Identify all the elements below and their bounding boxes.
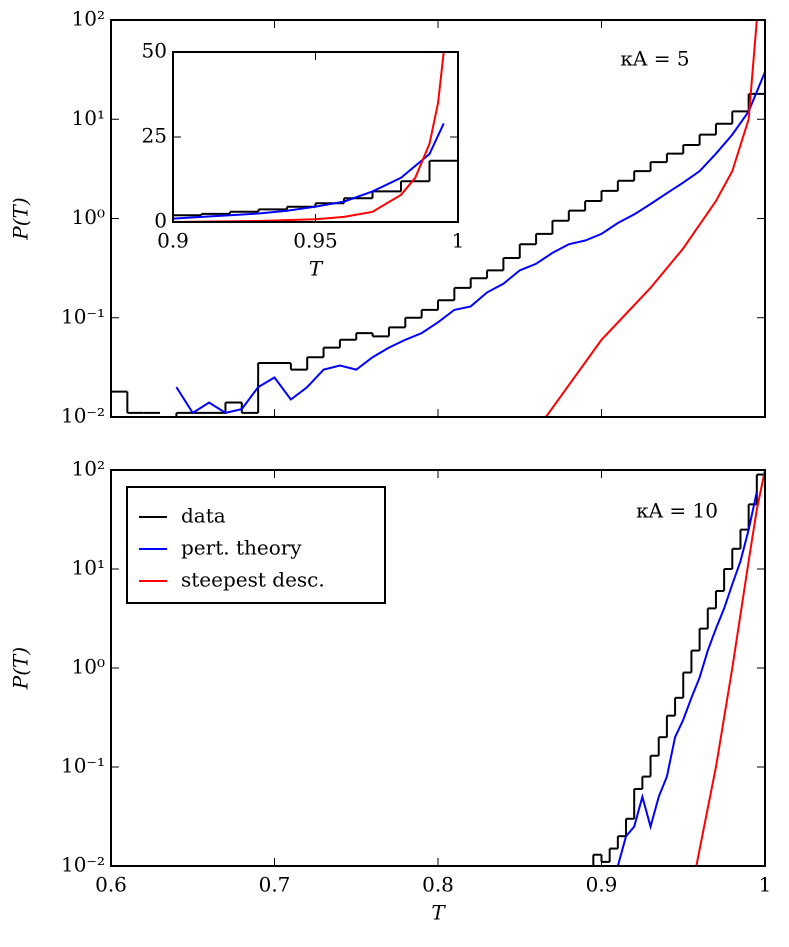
y-tick-label: 10⁻² <box>61 404 105 428</box>
annotation: κA = 5 <box>620 47 689 71</box>
x-tick-label: 1 <box>759 873 772 897</box>
y-tick-label: 10⁰ <box>72 205 105 229</box>
axes-frame <box>110 19 766 418</box>
plot-area <box>173 52 458 222</box>
x-tick-label: 0.95 <box>293 229 338 253</box>
y-tick-label: 10⁻¹ <box>61 304 105 328</box>
legend-label: pert. theory <box>181 536 302 560</box>
legend-label: steepest desc. <box>181 568 325 592</box>
line-series <box>173 52 445 222</box>
plot-area <box>592 470 765 866</box>
x-axis-label: T <box>309 257 324 281</box>
x-axis-label: T <box>431 901 446 925</box>
y-tick-label: 10⁰ <box>72 655 105 679</box>
y-tick-label: 50 <box>142 39 167 63</box>
x-tick-label: 0.9 <box>586 873 618 897</box>
line-series <box>545 20 758 417</box>
line-series <box>695 470 765 866</box>
y-axis-label: P(T) <box>9 647 33 690</box>
y-tick-label: 10⁻² <box>61 853 105 877</box>
y-tick-label: 25 <box>142 124 167 148</box>
legend-box <box>126 486 386 604</box>
x-tick-label: 0.7 <box>259 873 291 897</box>
legend-label: data <box>181 504 226 528</box>
x-tick-label: 1 <box>452 229 465 253</box>
axes-frame <box>110 469 766 867</box>
y-tick-label: 10¹ <box>72 556 105 580</box>
panel: 0 25 50 0.9 0.95 1 T <box>142 39 465 281</box>
panel: 10⁻² 10⁻¹ 10⁰ 10¹ 10² 0.6 0.7 0.8 0.9 1 P(T) TκA = … <box>9 457 772 925</box>
y-tick-label: 10² <box>72 7 105 31</box>
x-tick-label: 0.9 <box>157 229 189 253</box>
y-tick-label: 10⁻¹ <box>61 754 105 778</box>
axes-frame <box>172 51 459 223</box>
y-axis-label: P(T) <box>9 197 33 240</box>
x-tick-label: 0.8 <box>422 873 454 897</box>
inset-background <box>173 52 458 222</box>
line-series <box>616 491 758 866</box>
y-tick-label: 10² <box>72 457 105 481</box>
annotation: κA = 10 <box>636 499 718 523</box>
y-tick-label: 10¹ <box>72 106 105 130</box>
line-series <box>173 122 445 220</box>
plot-area <box>111 20 765 417</box>
x-tick-label: 0.6 <box>95 873 127 897</box>
panel: 10⁻² 10⁻¹ 10⁰ 10¹ 10² P(T) κA = 5 <box>9 7 766 428</box>
y-tick-label: 0 <box>154 209 167 233</box>
line-series <box>175 71 765 415</box>
